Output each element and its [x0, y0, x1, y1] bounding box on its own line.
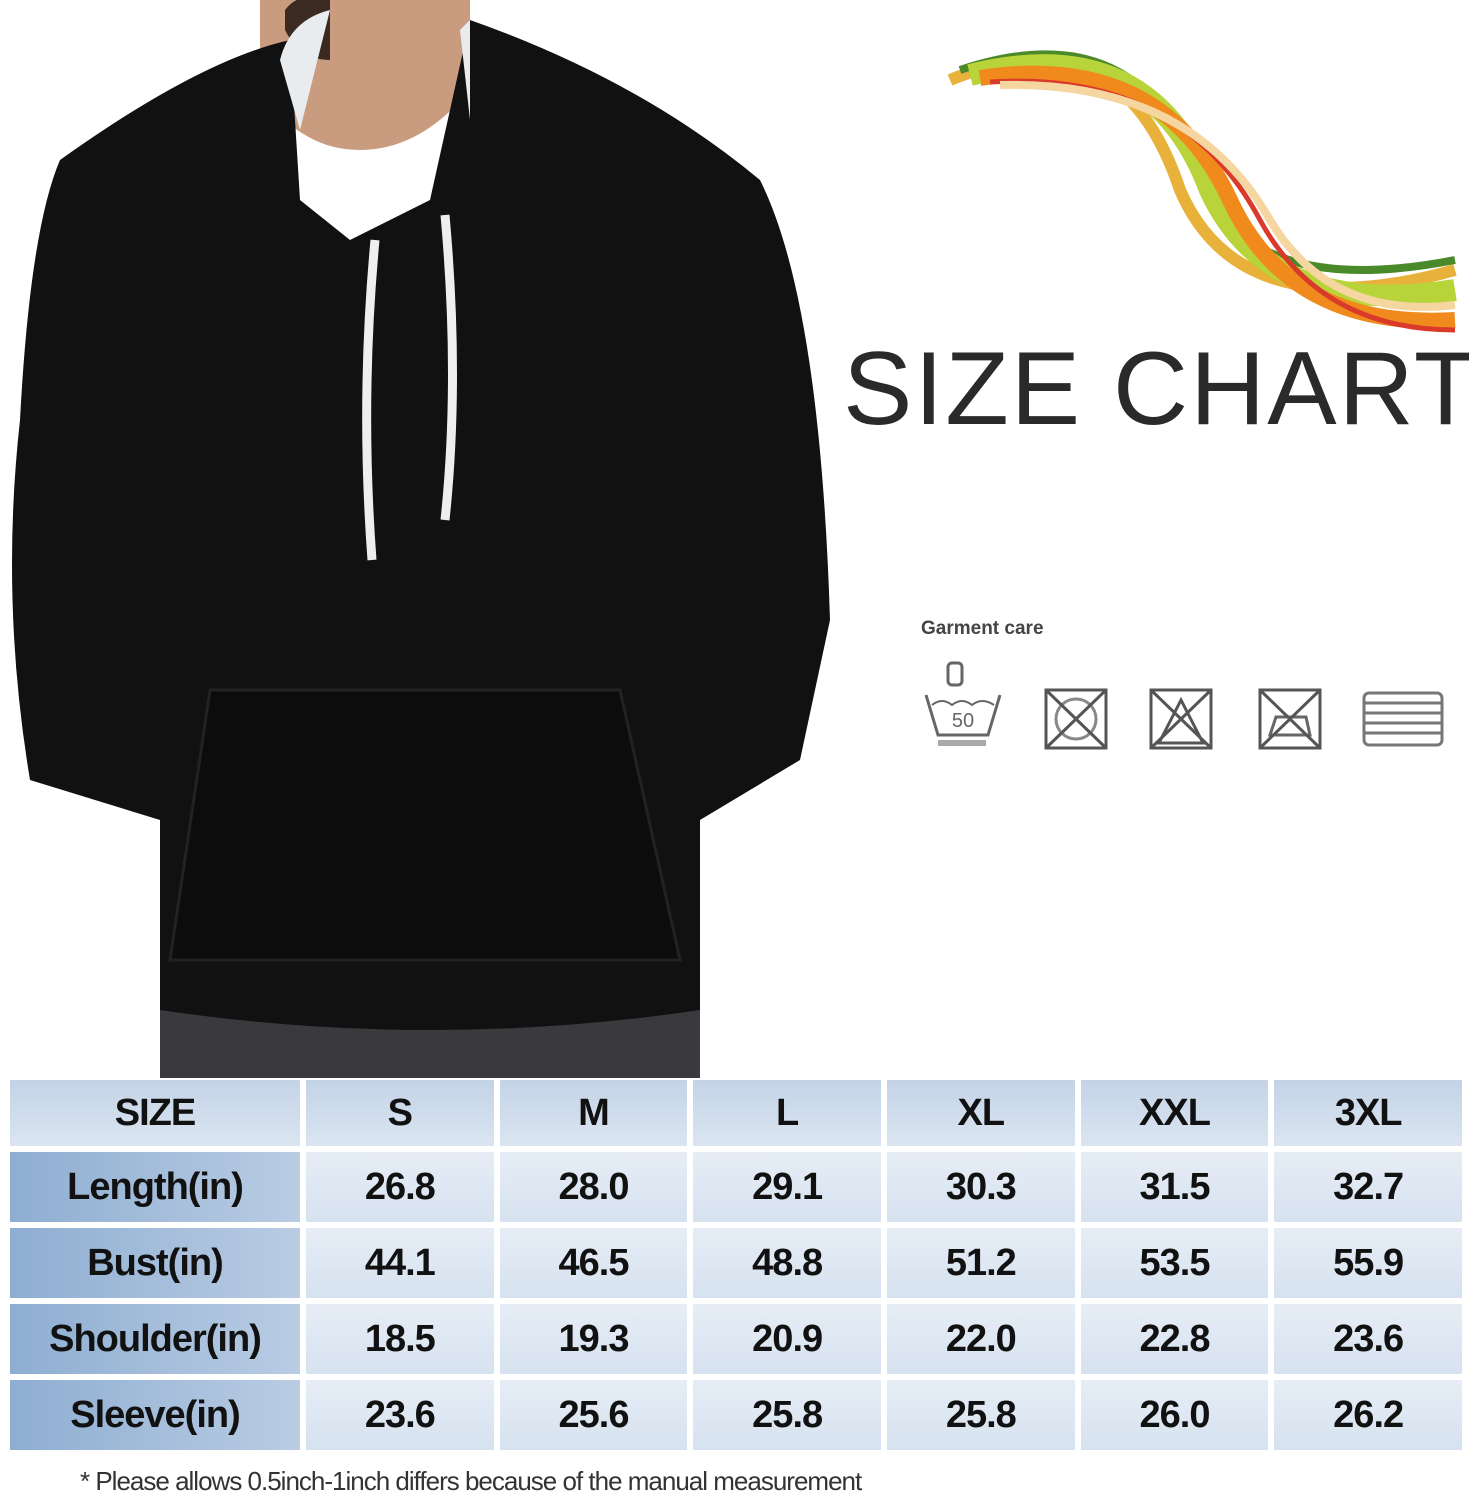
table-cell: 30.3 [887, 1152, 1075, 1222]
table-cell: 26.8 [306, 1152, 494, 1222]
table-cell: 51.2 [887, 1228, 1075, 1298]
dry-flat-icon [1362, 691, 1444, 747]
table-cell: 23.6 [1274, 1304, 1462, 1374]
table-cell: 25.8 [693, 1380, 881, 1450]
measurement-footnote: * Please allows 0.5inch-1inch differs be… [80, 1466, 862, 1496]
do-not-bleach-icon [1149, 688, 1213, 750]
row-label-bust: Bust(in) [10, 1228, 300, 1298]
do-not-iron-icon [1258, 688, 1322, 750]
header-xxl: XXL [1080, 1080, 1269, 1146]
table-cell: 29.1 [693, 1152, 881, 1222]
do-not-tumble-dry-icon [1044, 688, 1108, 750]
model-hoodie-photo [0, 0, 840, 1078]
table-cell: 31.5 [1080, 1152, 1269, 1222]
header-m: M [499, 1080, 688, 1146]
table-cell: 44.1 [306, 1228, 494, 1298]
table-cell: 46.5 [499, 1228, 688, 1298]
table-cell: 48.8 [693, 1228, 881, 1298]
table-cell: 28.0 [499, 1152, 688, 1222]
header-3xl: 3XL [1274, 1080, 1462, 1146]
table-cell: 55.9 [1274, 1228, 1462, 1298]
row-label-length: Length(in) [10, 1152, 300, 1222]
table-cell: 25.6 [499, 1380, 688, 1450]
garment-care-label: Garment care [921, 618, 1044, 639]
color-swoosh-logo [947, 50, 1457, 333]
table-cell: 18.5 [306, 1304, 494, 1374]
svg-text:50: 50 [952, 710, 974, 732]
table-cell: 25.8 [887, 1380, 1075, 1450]
header-l: L [693, 1080, 881, 1146]
row-label-sleeve: Sleeve(in) [10, 1380, 300, 1450]
table-cell: 26.2 [1274, 1380, 1462, 1450]
header-size: SIZE [10, 1080, 300, 1146]
table-cell: 20.9 [693, 1304, 881, 1374]
hand-wash-50-icon: 50 [924, 661, 1002, 746]
table-cell: 53.5 [1080, 1228, 1269, 1298]
table-cell: 22.8 [1080, 1304, 1269, 1374]
size-chart-title: SIZE CHART [843, 331, 1469, 447]
table-cell: 32.7 [1274, 1152, 1462, 1222]
size-table: SIZE S M L XL XXL 3XL Length(in) 26.8 28… [10, 1080, 1462, 1450]
table-cell: 22.0 [887, 1304, 1075, 1374]
header-s: S [306, 1080, 494, 1146]
table-cell: 19.3 [499, 1304, 688, 1374]
table-cell: 23.6 [306, 1380, 494, 1450]
table-cell: 26.0 [1080, 1380, 1269, 1450]
row-label-shoulder: Shoulder(in) [10, 1304, 300, 1374]
header-xl: XL [887, 1080, 1075, 1146]
